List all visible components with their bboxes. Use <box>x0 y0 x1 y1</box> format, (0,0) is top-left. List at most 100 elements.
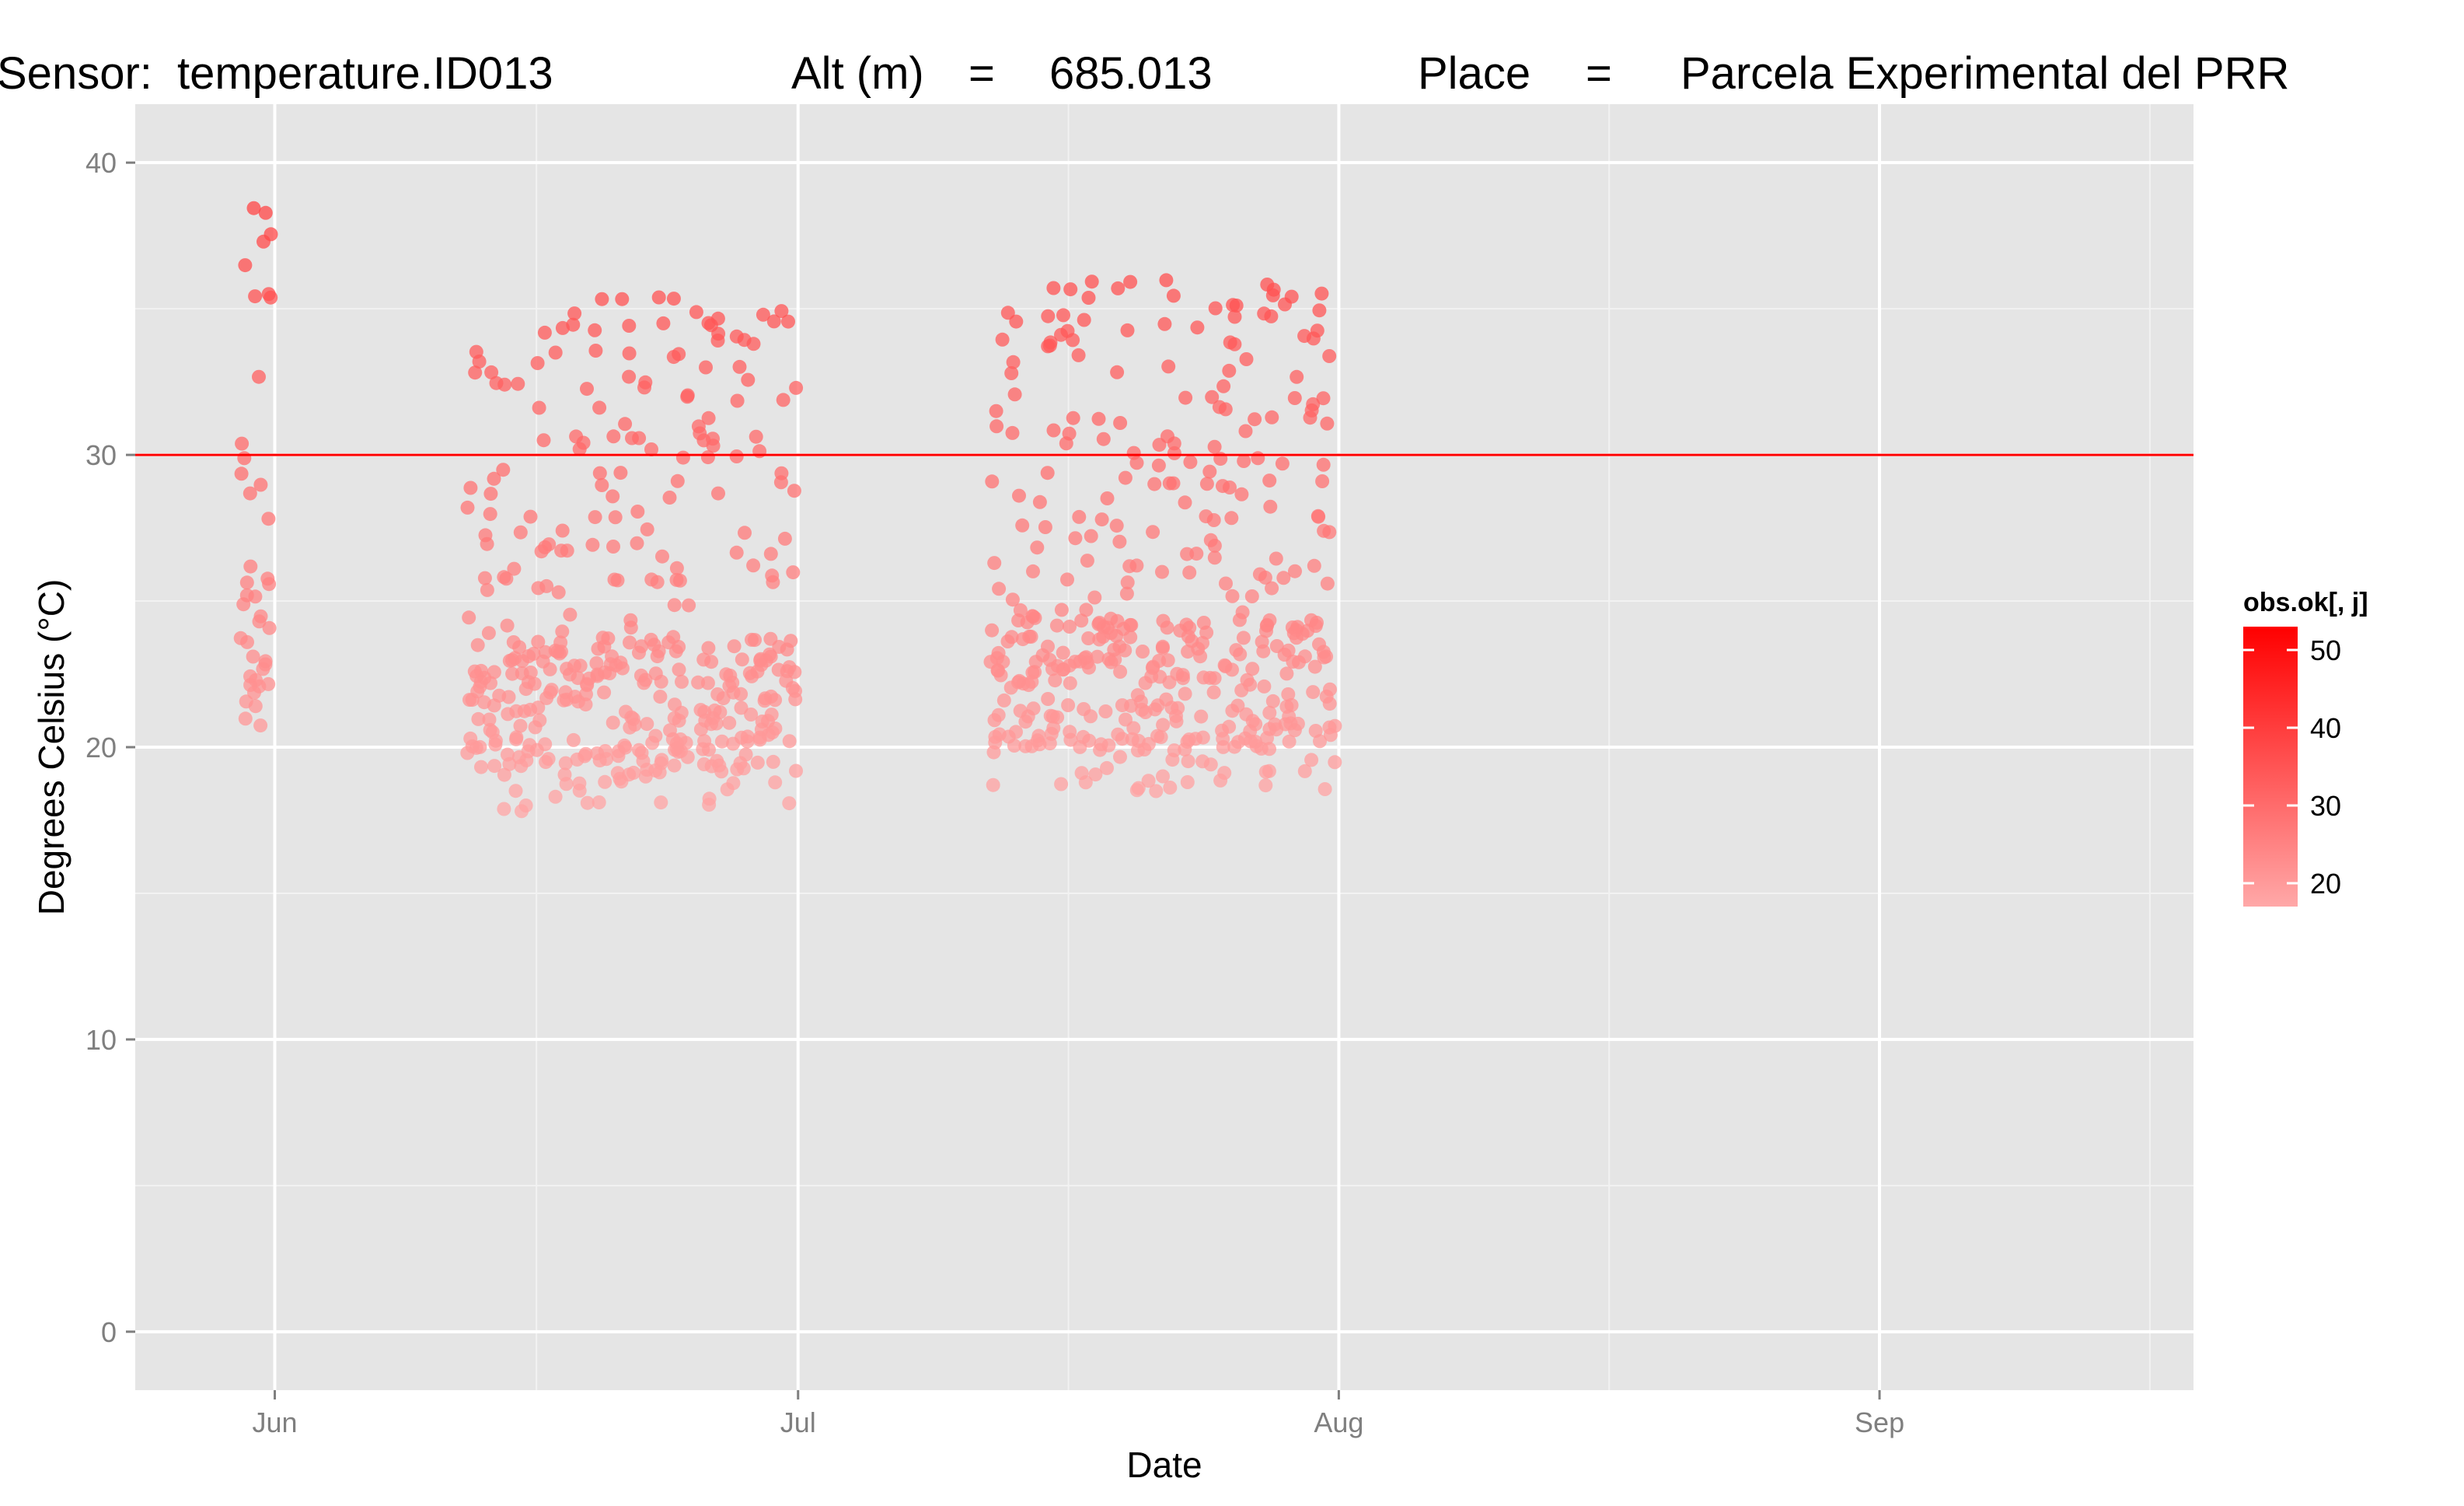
data-point <box>1166 288 1181 303</box>
data-point <box>1234 683 1249 697</box>
data-point <box>707 703 722 718</box>
data-point <box>1032 737 1047 752</box>
data-point <box>1205 390 1220 404</box>
data-point <box>1100 491 1115 505</box>
data-point <box>513 525 528 540</box>
data-point <box>773 475 788 490</box>
data-point <box>518 798 533 812</box>
data-point <box>622 346 637 361</box>
data-point <box>487 471 501 486</box>
data-point <box>1009 314 1024 329</box>
data-point <box>991 708 1006 722</box>
data-point <box>1308 724 1323 738</box>
data-point <box>630 505 645 519</box>
data-point <box>1245 662 1260 676</box>
data-point <box>710 753 724 768</box>
data-point <box>985 623 1000 638</box>
data-point <box>1066 333 1080 348</box>
data-point <box>645 736 660 750</box>
data-point <box>666 292 681 306</box>
data-point <box>632 431 647 446</box>
data-point <box>572 783 587 798</box>
data-point <box>1054 777 1069 791</box>
data-point <box>576 435 591 450</box>
data-point <box>1227 309 1242 324</box>
data-point <box>1262 613 1277 627</box>
data-point <box>476 695 491 710</box>
data-point <box>591 641 606 656</box>
data-point <box>626 711 640 726</box>
data-point <box>1063 676 1077 690</box>
data-point <box>654 795 668 810</box>
legend-label: 40 <box>2310 712 2341 744</box>
data-point <box>1216 732 1230 746</box>
data-point <box>1004 366 1019 380</box>
data-point <box>262 620 277 635</box>
data-point <box>700 676 715 690</box>
data-point <box>1265 410 1279 425</box>
data-point <box>1312 303 1327 318</box>
data-point <box>1040 466 1055 480</box>
data-point <box>1202 464 1217 479</box>
data-point <box>1018 715 1033 729</box>
data-point <box>1269 639 1284 653</box>
data-point <box>1024 629 1038 644</box>
data-point <box>246 201 261 215</box>
data-point <box>1046 423 1061 438</box>
data-point <box>734 701 749 715</box>
data-point <box>238 258 253 273</box>
data-point <box>1071 348 1086 362</box>
data-point <box>1153 730 1168 745</box>
data-point <box>1077 702 1091 716</box>
data-point <box>1263 499 1278 514</box>
data-point <box>257 234 270 249</box>
data-point <box>258 205 273 220</box>
data-point <box>729 449 744 463</box>
data-point <box>986 777 1000 792</box>
data-point <box>1126 446 1141 460</box>
data-point <box>618 417 633 432</box>
data-point <box>756 307 770 322</box>
data-point <box>1262 705 1277 720</box>
data-point <box>1256 644 1271 659</box>
data-point <box>650 575 665 589</box>
data-point <box>1054 603 1069 617</box>
data-point <box>761 728 776 743</box>
data-point <box>555 624 570 639</box>
data-point <box>530 356 545 370</box>
data-point <box>1084 274 1099 289</box>
data-point <box>253 718 268 733</box>
data-point <box>727 639 742 654</box>
data-point <box>623 613 638 627</box>
data-point <box>711 486 725 501</box>
data-point <box>1084 529 1098 543</box>
data-point <box>1262 742 1276 756</box>
data-point <box>738 526 752 540</box>
data-point <box>1318 782 1332 796</box>
data-point <box>1041 309 1056 323</box>
data-point <box>667 758 682 773</box>
data-point <box>714 734 729 749</box>
data-point <box>1066 411 1080 425</box>
data-point <box>651 290 666 305</box>
data-point <box>1006 355 1021 369</box>
data-point <box>590 667 605 682</box>
data-point <box>1282 734 1297 749</box>
data-point <box>1178 495 1192 510</box>
data-point <box>238 711 253 726</box>
data-point <box>248 289 263 304</box>
data-point <box>499 571 514 586</box>
data-point <box>1219 576 1233 591</box>
data-point <box>689 305 703 320</box>
data-point <box>1026 701 1041 716</box>
data-point <box>761 714 775 729</box>
data-point <box>1316 457 1331 472</box>
data-point <box>1073 739 1087 754</box>
data-point <box>1323 728 1338 743</box>
data-point <box>1180 775 1195 789</box>
data-point <box>1035 648 1050 662</box>
data-point <box>1199 477 1214 491</box>
data-point <box>1236 631 1251 645</box>
data-point <box>749 429 763 444</box>
data-point <box>996 655 1010 669</box>
